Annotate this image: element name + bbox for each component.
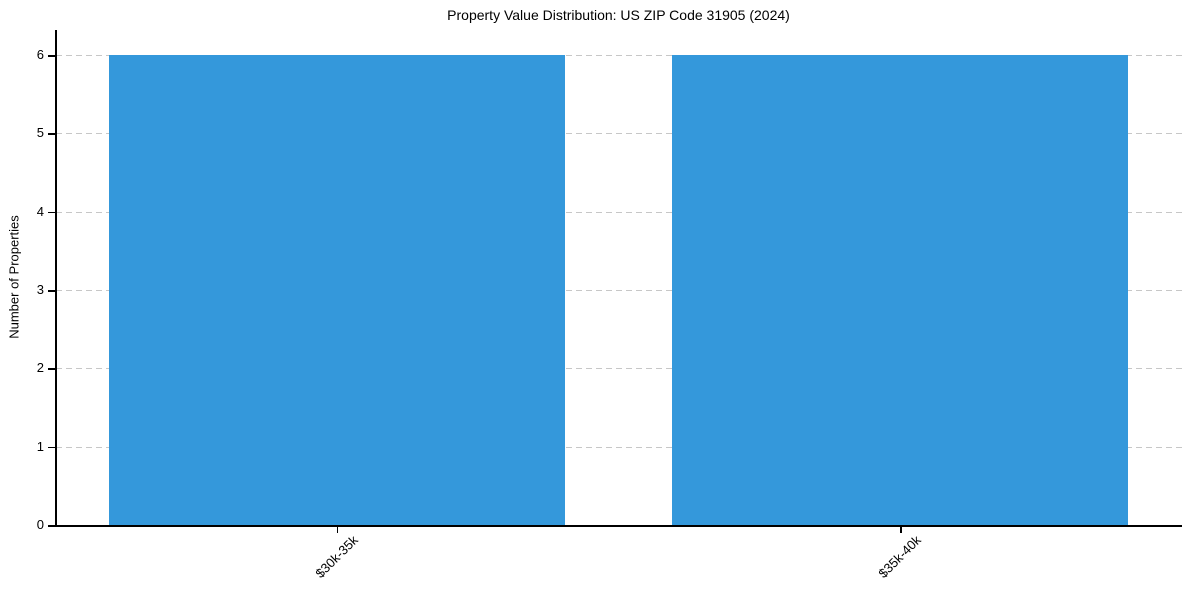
y-tick-label: 1: [36, 438, 44, 454]
x-axis-spine: [55, 525, 1182, 527]
gridline: [56, 368, 1182, 370]
y-tick-label: 2: [36, 360, 44, 376]
y-tick: [48, 211, 55, 214]
y-tick: [48, 368, 55, 370]
y-tick-label: 0: [36, 517, 44, 532]
gridline: [56, 133, 1182, 135]
x-tick-label: $35k-40k: [875, 532, 925, 581]
bar-0: [108, 55, 565, 525]
y-tick-label: 3: [36, 282, 44, 297]
x-tick-label: $30k-35k: [312, 532, 361, 581]
gridline: [56, 446, 1182, 448]
y-tick-label: 4: [36, 203, 44, 219]
gridline: [56, 290, 1182, 291]
y-tick: [48, 446, 55, 449]
gridline: [56, 211, 1182, 213]
y-axis-spine: [55, 30, 57, 527]
chart-title: Property Value Distribution: US ZIP Code…: [447, 7, 790, 23]
gridline: [56, 55, 1182, 57]
bar-1: [672, 55, 1129, 525]
y-tick-label: 6: [36, 47, 44, 63]
x-tick: [900, 526, 902, 533]
y-axis-label: Number of Properties: [6, 215, 22, 339]
y-tick: [48, 525, 55, 527]
x-tick: [336, 526, 339, 533]
y-tick: [48, 133, 55, 135]
y-tick: [48, 55, 55, 57]
y-tick-label: 5: [36, 125, 44, 141]
y-tick: [48, 290, 55, 292]
